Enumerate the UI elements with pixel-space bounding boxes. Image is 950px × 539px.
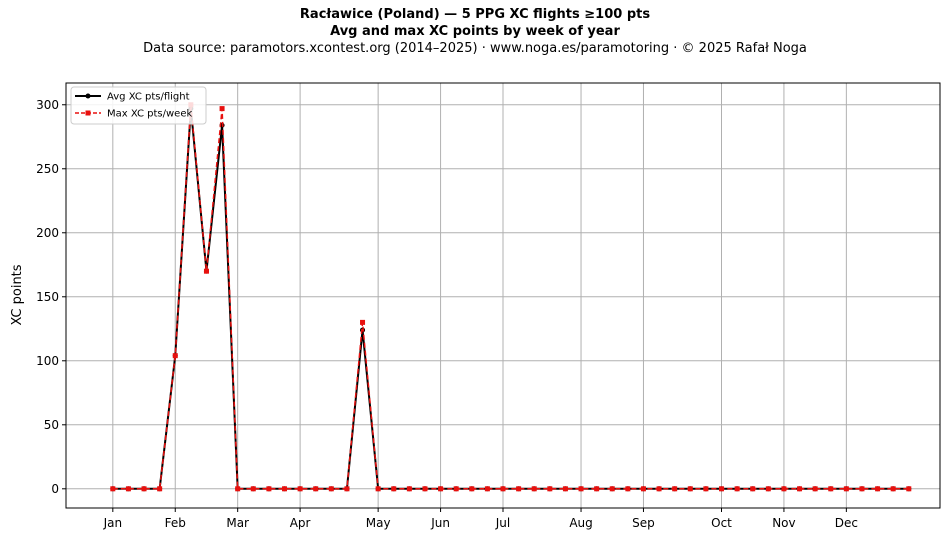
data-point-max: [125, 486, 131, 492]
x-tick-label: Jun: [430, 516, 450, 530]
data-point-max: [406, 486, 412, 492]
data-point-max: [594, 486, 600, 492]
data-point-max: [453, 486, 459, 492]
data-point-max: [812, 486, 818, 492]
data-point-max: [625, 486, 631, 492]
x-tick-label: Dec: [835, 516, 858, 530]
data-point-max: [391, 486, 397, 492]
y-tick-label: 300: [36, 98, 59, 112]
data-point-max: [250, 486, 256, 492]
x-tick-label: Apr: [290, 516, 311, 530]
data-point-max: [640, 486, 646, 492]
data-point-max: [797, 486, 803, 492]
data-point-max: [328, 486, 334, 492]
data-point-max: [157, 486, 163, 492]
data-point-max: [609, 486, 615, 492]
series-max: [110, 102, 912, 492]
data-point-max: [578, 486, 584, 492]
data-point-max: [890, 486, 896, 492]
x-tick-label: Oct: [711, 516, 732, 530]
series-layer: [110, 102, 912, 492]
data-point-max: [781, 486, 787, 492]
y-axis: 0 50 100 150 200 250 300: [36, 98, 66, 496]
y-tick-label: 100: [36, 354, 59, 368]
y-tick-label: 0: [51, 482, 59, 496]
data-point-max: [141, 486, 147, 492]
data-point-max: [219, 106, 225, 112]
x-tick-label: Aug: [569, 516, 592, 530]
data-point-max: [906, 486, 912, 492]
data-point-max: [750, 486, 756, 492]
data-point-max: [422, 486, 428, 492]
data-point-max: [484, 486, 490, 492]
data-point-max: [765, 486, 771, 492]
data-point-max: [235, 486, 241, 492]
chart-title: Racławice (Poland) — 5 PPG XC flights ≥1…: [299, 7, 651, 22]
series-line-avg: [112, 107, 909, 490]
data-point-max: [734, 486, 740, 492]
data-point-max: [547, 486, 553, 492]
data-point-max: [360, 319, 366, 325]
chart-source: Data source: paramotors.xcontest.org (20…: [143, 41, 807, 56]
data-point-max: [703, 486, 709, 492]
data-point-max: [843, 486, 849, 492]
chart-subtitle: Avg and max XC points by week of year: [330, 24, 620, 39]
data-point-max: [110, 486, 116, 492]
data-point-max: [469, 486, 475, 492]
data-point-max: [562, 486, 568, 492]
data-point-max: [172, 353, 178, 359]
data-point-max: [672, 486, 678, 492]
data-point-max: [438, 486, 444, 492]
y-tick-label: 250: [36, 162, 59, 176]
legend-label-avg: Avg XC pts/flight: [107, 92, 190, 103]
data-point-max: [531, 486, 537, 492]
x-tick-label: Nov: [772, 516, 795, 530]
y-tick-label: 150: [36, 290, 59, 304]
data-point-max: [313, 486, 319, 492]
data-point-max: [516, 486, 522, 492]
data-point-max: [719, 486, 724, 492]
legend-marker-max: [85, 110, 91, 116]
data-point-max: [266, 486, 272, 492]
data-point-max: [297, 486, 303, 492]
x-tick-label: Mar: [226, 516, 249, 530]
data-point-max: [500, 486, 506, 492]
series-line-max: [112, 104, 909, 490]
data-point-max: [203, 268, 209, 274]
x-tick-label: Jul: [495, 516, 510, 530]
legend-label-max: Max XC pts/week: [107, 109, 192, 120]
chart-titles: Racławice (Poland) — 5 PPG XC flights ≥1…: [0, 6, 950, 58]
x-axis: Jan Feb Mar Apr May Jun Jul Aug Sep Oct Nov Dec: [103, 508, 858, 530]
x-tick-label: Sep: [632, 516, 655, 530]
y-axis-label: XC points: [10, 264, 25, 325]
data-point-max: [656, 486, 662, 492]
data-point-max: [687, 486, 693, 492]
legend-marker-avg: [85, 93, 91, 99]
data-point-max: [282, 486, 287, 492]
legend: Avg XC pts/flight Max XC pts/week: [70, 86, 207, 125]
data-point-max: [828, 486, 834, 492]
data-point-max: [859, 486, 865, 492]
x-tick-label: Jan: [103, 516, 123, 530]
x-tick-label: Feb: [165, 516, 186, 530]
legend-box: [70, 86, 207, 125]
data-point-max: [875, 486, 881, 492]
x-tick-label: May: [366, 516, 391, 530]
grid-lines: [66, 83, 940, 508]
y-tick-label: 200: [36, 226, 59, 240]
y-tick-label: 50: [44, 418, 59, 432]
data-point-max: [375, 486, 381, 492]
data-point-max: [344, 486, 350, 492]
